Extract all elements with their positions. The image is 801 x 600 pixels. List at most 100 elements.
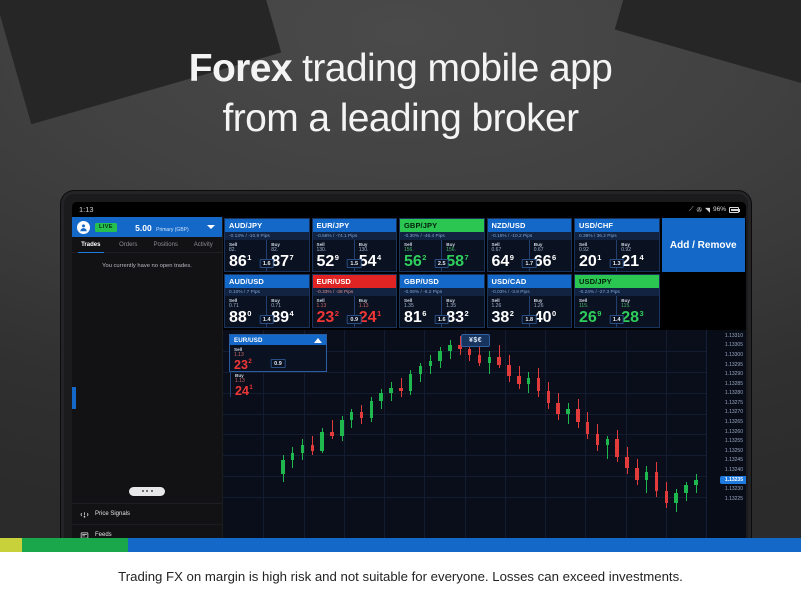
price-axis[interactable]: 1.13310 1.13305 1.13300 1.13295 1.13290 1.132… [706, 330, 746, 538]
rate-tile-audjpy[interactable]: AUD/JPY -0.13% / -10.9 Pips Sell 82. 86 1 [224, 218, 310, 272]
buy-price-fraction: 1 [377, 308, 382, 318]
spread-badge: 1.4 [609, 315, 625, 324]
buy-quote[interactable]: Buy 0.92 21 4 [616, 240, 658, 271]
sell-prefix: 82. [229, 247, 236, 254]
price-axis-label: 1.13250 [724, 447, 743, 454]
buy-quote[interactable]: Buy 0.67 66 6 [528, 240, 571, 271]
tab-activity-label: Activity [193, 241, 213, 248]
chart-quote-tile[interactable]: EUR/USD Sell 1.13 23 2 [229, 334, 327, 398]
candle-body [320, 431, 324, 451]
sell-quote[interactable]: Sell 115. 26 9 [575, 296, 616, 327]
buy-quote[interactable]: Buy 1.26 40 0 [528, 296, 571, 327]
candle-body [448, 345, 452, 352]
rate-tile-eurusd[interactable]: EUR/USD -0.33% / -38 Pips Sell 1.13 23 2 [311, 274, 397, 328]
spread-badge: 2.5 [434, 259, 450, 268]
sell-quote[interactable]: Sell 156. 56 2 [400, 240, 441, 271]
rate-tile-pair: USD/CHF [575, 219, 659, 232]
chevron-down-icon[interactable] [207, 225, 215, 229]
buy-price-fraction: 7 [289, 252, 294, 262]
sell-quote[interactable]: Sell 130. 52 9 [313, 240, 354, 271]
sell-quote[interactable]: Sell 82. 86 1 [225, 240, 266, 271]
sell-label: Sell [404, 298, 413, 303]
sell-label: Sell [491, 298, 500, 303]
status-icons: ⟋ ✇ ◥ 96% [689, 206, 740, 214]
buy-price: 24 1 [235, 385, 322, 398]
sidebar-item-feeds[interactable]: Feeds [72, 525, 222, 538]
rate-tile-audusd[interactable]: AUD/USD 0.10% / 7 Pips Sell 0.71 88 0 [224, 274, 310, 328]
tab-positions-label: Positions [153, 241, 178, 248]
sell-quote[interactable]: Sell 0.71 88 0 [225, 296, 266, 327]
price-chart[interactable]: EUR/USD Sell 1.13 23 2 [223, 330, 746, 538]
buy-prefix: 82. [271, 247, 279, 254]
rate-tile-change: 0.10% / 7 Pips [225, 288, 309, 296]
account-selector[interactable]: LIVE 5.00 Primary (GBP) [72, 217, 222, 237]
candle-body [408, 374, 413, 392]
collapse-icon[interactable] [314, 337, 322, 343]
sell-quote[interactable]: Sell 0.92 20 1 [575, 240, 616, 271]
currency-toggle-badge[interactable]: ¥$€ [461, 334, 491, 347]
candle-body [418, 366, 423, 375]
buy-quote[interactable]: Buy 82. 87 7 [266, 240, 308, 271]
rate-tile-change: -0.56% / -74.1 Pips [312, 232, 396, 240]
chart-gridline-v [665, 330, 667, 538]
rate-tile-gbpjpy[interactable]: GBP/JPY -0.30% / -46.4 Pips Sell 156. 56… [399, 218, 485, 272]
tab-positions[interactable]: Positions [147, 237, 185, 252]
tab-orders-label: Orders [119, 241, 138, 248]
buy-price: 87 7 [271, 252, 304, 270]
sell-quote[interactable]: Sell 1.35 81 6 [400, 296, 441, 327]
candle-body [654, 471, 659, 492]
rate-tile-gbpusd[interactable]: GBP/USD -0.06% / -8.2 Pips Sell 1.35 81 6 [399, 274, 485, 328]
buy-quote[interactable]: Buy 130. 54 4 [353, 240, 396, 271]
strip-segment-blue [128, 538, 801, 552]
sell-quote[interactable]: Sell 1.26 38 2 [488, 296, 529, 327]
candle-body [340, 420, 344, 436]
status-bar: 1:13 ⟋ ✇ ◥ 96% [72, 202, 746, 217]
buy-prefix: 115. [621, 303, 631, 310]
chart-gridline-h [223, 455, 746, 457]
buy-quote[interactable]: Buy 1.13 24 1 [230, 371, 326, 398]
home-indicator[interactable] [129, 486, 165, 496]
buy-quote[interactable]: Buy 1.13 24 1 [353, 296, 396, 327]
sell-quote[interactable]: Sell 1.13 23 2 [313, 296, 354, 327]
pane-resize-handle[interactable] [72, 387, 76, 409]
sell-price: 56 2 [404, 253, 437, 270]
sidebar-item-price-signals[interactable]: Price Signals [72, 504, 222, 525]
price-axis-label: 1.13245 [724, 457, 743, 464]
buy-label: Buy [271, 242, 280, 247]
rate-tile-eurjpy[interactable]: EUR/JPY -0.56% / -74.1 Pips Sell 130. 52… [311, 218, 397, 272]
buy-quote[interactable]: Buy 156. 58 7 [441, 240, 483, 271]
sell-quote[interactable]: Sell 1.13 23 2 [230, 345, 326, 371]
chart-gridline-v [343, 330, 345, 538]
rate-tile-change: -0.30% / -46.4 Pips [400, 232, 484, 240]
spread-badge: 0.9 [270, 359, 286, 368]
rate-tile-pair: GBP/JPY [400, 219, 484, 232]
sell-prefix: 0.67 [491, 247, 502, 254]
price-axis-label: 1.13295 [724, 361, 743, 368]
buy-quote[interactable]: Buy 0.71 89 4 [266, 296, 308, 327]
buy-quote[interactable]: Buy 1.35 83 2 [441, 296, 483, 327]
sell-quote[interactable]: Sell 0.67 64 9 [488, 240, 529, 271]
rate-tile-usdchf[interactable]: USD/CHF 0.39% / 36.2 Pips Sell 0.92 20 1 [574, 218, 660, 272]
candle-body [467, 349, 472, 355]
rate-tile-usdjpy[interactable]: USD/JPY -0.24% / -27.3 Pips Sell 115. 26… [574, 274, 660, 328]
sell-prefix: 1.35 [404, 303, 414, 310]
tab-orders[interactable]: Orders [110, 237, 148, 252]
rate-tile-change: -0.03% / -3.8 Pips [487, 288, 571, 296]
rate-tile-pair: AUD/JPY [225, 219, 309, 232]
account-label: Primary (GBP) [156, 226, 189, 233]
rate-tile-quotes: Sell 1.26 38 2 Buy 1.26 40 0 [487, 296, 571, 327]
rate-tile-nzdusd[interactable]: NZD/USD -0.15% / -10.2 Pips Sell 0.67 64… [486, 218, 572, 272]
buy-quote[interactable]: Buy 115. 28 3 [616, 296, 658, 327]
sell-label: Sell [579, 242, 588, 247]
tab-activity[interactable]: Activity [185, 237, 223, 252]
rate-tile-pair: EUR/JPY [312, 219, 396, 232]
headline-line2: from a leading broker [222, 97, 580, 140]
buy-price-fraction: 1 [249, 384, 253, 391]
rate-tile-quotes: Sell 0.71 88 0 Buy 0.71 89 4 [225, 296, 309, 327]
rate-tile-usdcad[interactable]: USD/CAD -0.03% / -3.8 Pips Sell 1.26 38 2 [486, 274, 572, 328]
price-axis-label: 1.13305 [724, 342, 743, 349]
headline: Forex trading mobile app from a leading … [0, 44, 801, 144]
candle-body [487, 356, 492, 363]
add-remove-button[interactable]: Add / Remove [661, 218, 745, 272]
tab-trades[interactable]: Trades [72, 237, 110, 253]
